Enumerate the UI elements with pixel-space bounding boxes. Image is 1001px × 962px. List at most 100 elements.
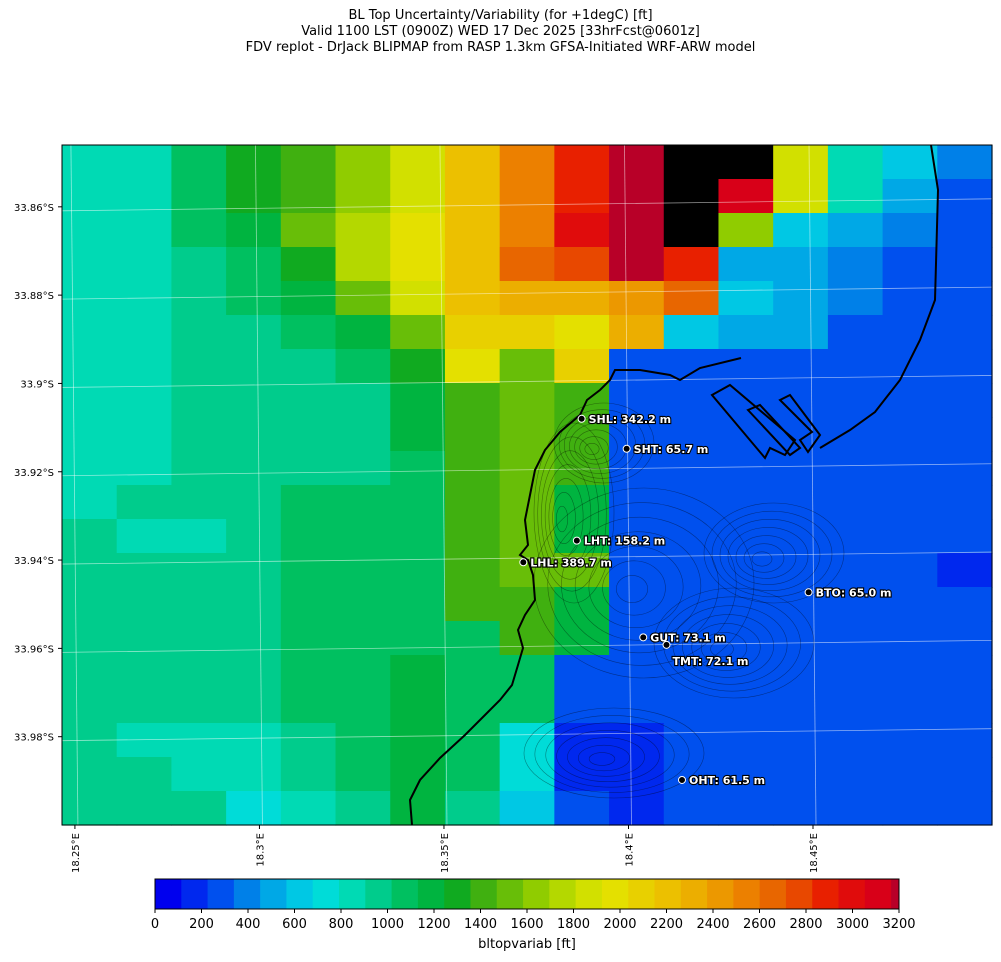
grid-cell	[280, 587, 337, 622]
colorbar-tick-label: 2200	[650, 917, 683, 932]
grid-cell	[827, 213, 884, 248]
grid-cell	[171, 655, 227, 690]
grid-cell	[280, 145, 337, 180]
grid-cell	[226, 349, 282, 384]
colorbar-swatch	[864, 879, 892, 909]
grid-cell	[116, 247, 173, 282]
grid-cell	[663, 213, 720, 248]
grid-cell	[663, 383, 720, 418]
grid-cell	[718, 621, 774, 656]
grid-cell	[718, 247, 774, 282]
grid-cell	[171, 179, 227, 214]
grid-cell	[62, 179, 118, 214]
grid-cell	[937, 757, 993, 792]
grid-cell	[554, 791, 610, 826]
grid-cell	[499, 417, 555, 452]
grid-cell	[226, 587, 282, 622]
lat-tick-label: 33.96°S	[14, 644, 54, 655]
grid-cell	[335, 485, 391, 520]
grid-cell	[171, 723, 227, 758]
contour-line	[567, 737, 645, 777]
grid-cell	[554, 247, 610, 282]
grid-cell	[718, 519, 774, 554]
colorbar-tick-label: 1400	[464, 917, 497, 932]
colorbar-swatch	[496, 879, 524, 909]
grid-cell	[554, 315, 610, 350]
station-marker-gut[interactable]	[639, 633, 648, 642]
station-marker-oht[interactable]	[678, 775, 686, 784]
grid-cell	[280, 689, 337, 724]
grid-cell	[609, 519, 665, 554]
grid-cell	[882, 757, 938, 792]
station-marker-lhl[interactable]	[519, 558, 528, 567]
grid-cell	[171, 145, 227, 180]
grid-cell	[773, 723, 829, 758]
grid-cell	[390, 145, 446, 180]
grid-cell	[226, 315, 282, 350]
grid-cell	[718, 587, 774, 622]
colorbar-tick-label: 200	[189, 917, 214, 932]
grid-cell	[390, 349, 446, 384]
grid-cell	[62, 791, 118, 826]
grid-cell	[773, 757, 829, 792]
grid-cell	[827, 451, 884, 486]
contour-line	[727, 527, 809, 585]
station-label-bto: BTO: 65.0 m	[816, 586, 892, 599]
grid-cell	[882, 519, 938, 554]
grid-cell	[390, 417, 446, 452]
grid-cell	[390, 519, 446, 554]
grid-cell	[718, 213, 774, 248]
contour-line	[653, 587, 815, 699]
grid-cell	[773, 213, 829, 248]
grid-cell	[554, 349, 610, 384]
colorbar-swatch	[628, 879, 656, 909]
colorbar-swatch	[286, 879, 314, 909]
grid-cell	[62, 485, 118, 520]
colorbar-tick-label: 1800	[557, 917, 590, 932]
grid-cell	[390, 485, 446, 520]
station-marker-bto[interactable]	[804, 588, 813, 597]
station-marker-lht[interactable]	[572, 536, 581, 545]
station-marker-shl[interactable]	[577, 414, 586, 423]
grid-cell	[937, 383, 993, 418]
grid-cell	[554, 621, 610, 656]
grid-cell	[171, 213, 227, 248]
grid-cell	[444, 383, 501, 418]
grid-cell	[554, 723, 610, 758]
grid-cell	[937, 689, 993, 724]
colorbar-swatch	[312, 879, 340, 909]
grid-cell	[499, 179, 555, 214]
grid-cell	[171, 315, 227, 350]
grid-cell	[937, 417, 993, 452]
contour-line	[556, 729, 660, 783]
station-label-oht: OHT: 61.5 m	[689, 774, 765, 787]
grid-cell	[827, 757, 884, 792]
grid-cell	[335, 791, 391, 826]
grid-cell	[718, 383, 774, 418]
grid-cell	[335, 145, 391, 180]
grid-cell	[116, 315, 173, 350]
grid-cell	[62, 247, 118, 282]
grid-cell	[390, 689, 446, 724]
grid-cell	[62, 553, 118, 588]
grid-cell	[280, 621, 337, 656]
grid-cell	[663, 689, 720, 724]
station-marker-tmt[interactable]	[662, 640, 671, 649]
grid-cell	[937, 553, 993, 588]
grid-cell	[663, 791, 720, 826]
contour-line	[541, 450, 599, 580]
grid-cell	[116, 485, 173, 520]
grid-cell	[280, 281, 337, 316]
contour-line	[691, 623, 761, 671]
grid-cell	[609, 587, 665, 622]
grid-cell	[609, 247, 665, 282]
lon-gridline	[70, 145, 79, 825]
grid-cell	[609, 689, 665, 724]
colorbar-swatch	[549, 879, 577, 909]
grid-cell	[937, 179, 993, 214]
grid-cell	[663, 519, 720, 554]
colorbar-label: bltopvariab [ft]	[478, 937, 576, 952]
station-marker-sht[interactable]	[622, 444, 631, 453]
grid-cell	[882, 179, 938, 214]
grid-cell	[609, 757, 665, 792]
